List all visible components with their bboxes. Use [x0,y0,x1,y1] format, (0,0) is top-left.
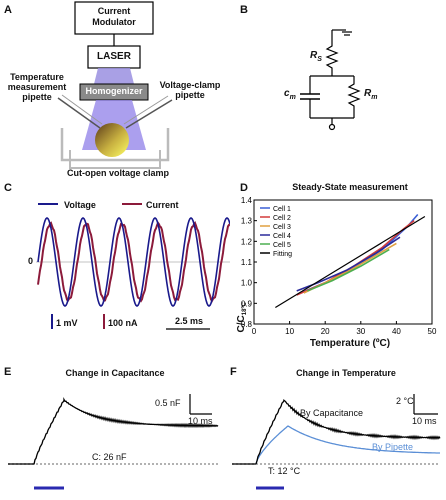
homogenizer-label: Homogenizer [85,86,143,96]
by-pipette-label: By Pipette [372,442,414,452]
pipette-trace [255,425,440,465]
na-scale-label: 100 nA [108,318,138,328]
voltage-clamp-pipette-label: Voltage-clamp pipette [159,80,221,100]
panel-f-title: Change in Temperature [296,368,396,378]
nf-scale-label: 0.5 nF [155,398,181,408]
series-line-cell-5 [307,248,390,292]
membrane-resistor [347,76,361,118]
temperature-pipette [57,97,101,129]
series-line-fitting [275,216,426,308]
legend-entry: Cell 4 [273,233,291,240]
x-tick-label: 50 [428,327,437,336]
legend-entry: Cell 5 [273,242,291,249]
capacitance-temperature-chart: 0 10 20 30 40 50 0.8 0.9 1.0 1.1 1.2 1.3 1.4 Cell 1 Ce… [241,196,437,336]
cut-open-caption: Cut-open voltage clamp [66,168,169,178]
y-tick-label: 1.2 [241,237,253,246]
mv-scale-label: 1 mV [56,318,78,328]
capacitance-trace-plot [8,394,219,490]
modulator-label: Current Modulator [92,6,136,27]
temperature-pipette-label: Temperature measurement pipette [7,72,67,102]
x-tick-label: 10 [285,327,294,336]
panel-f-letter: F [230,366,237,378]
chart-d-title: Steady-State measurement [292,182,408,192]
x-tick-label: 30 [356,327,365,336]
chart-d-ylabel-text: C/C18ºC [236,302,248,333]
legend-entry: Cell 3 [273,224,291,231]
x-tick-label: 40 [392,327,401,336]
voltage-trace [37,217,230,307]
setup-diagram [57,1,173,169]
y-tick-label: 1.3 [241,217,253,226]
panel-e-title: Change in Capacitance [65,368,165,378]
y-tick-label: 1.4 [241,196,253,205]
current-legend: Current [146,200,179,210]
panel-e-letter: E [4,366,12,378]
circuit-diagram [300,29,361,131]
zero-label: 0 [28,256,34,266]
legend-entry: Cell 1 [273,206,291,213]
laser-label: LASER [97,51,131,62]
legend-entry: Fitting [273,251,292,258]
rs-label: RS [310,50,322,63]
temperature-trace-plot [232,394,441,490]
panel-a-letter: A [4,4,12,16]
ms-scale-label: 2.5 ms [174,316,204,326]
voltage-clamp-pipette [125,99,173,129]
capacitance-baseline-label: C: 26 nF [92,452,127,462]
capacitance-derived-trace [232,398,441,465]
x-tick-label: 20 [321,327,330,336]
voltage-legend: Voltage [64,200,96,210]
capacitance-trace [8,396,219,465]
y-tick-label: 0.8 [241,320,253,329]
panel-c-letter: C [4,182,12,194]
legend-entry: Cell 2 [273,215,291,222]
y-tick-label: 1.1 [241,258,253,267]
x-tick-label: 0 [252,327,257,336]
temperature-baseline-label: T: 12 °C [268,466,301,476]
y-tick-label: 0.9 [241,299,253,308]
cm-label: cm [284,88,296,101]
panel-b-letter: B [240,4,248,16]
sine-traces [36,203,230,330]
degc-scale-label: 2 °C [396,396,414,406]
current-trace [37,220,230,303]
series-resistor [325,42,339,76]
chart-d-xlabel: Temperature (ºC) [309,338,391,349]
rm-label: Rm [364,88,378,101]
oocyte [95,123,129,157]
e-ms-scale-label: 10 ms [188,416,213,426]
f-ms-scale-label: 10 ms [412,416,437,426]
panel-d-letter: D [240,182,248,194]
by-capacitance-label: By Capacitance [300,408,364,418]
y-tick-label: 1.0 [241,279,253,288]
